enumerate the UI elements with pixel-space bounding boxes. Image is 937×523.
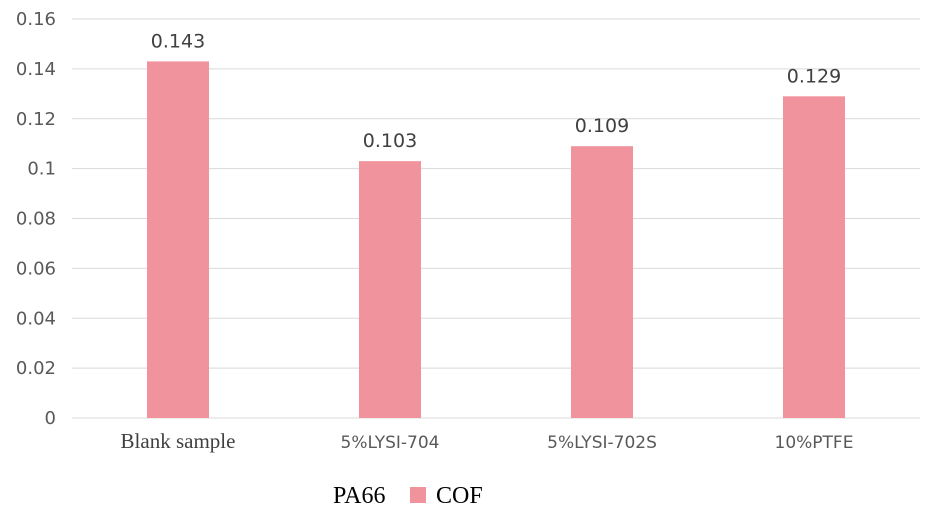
data-labels: 0.143 0.103 0.109 0.129 xyxy=(151,30,841,152)
legend-label-cof: COF xyxy=(436,483,483,509)
bars xyxy=(147,61,845,419)
x-axis-categories: Blank sample 5%LYSI-704 5%LYSI-702S 10%PTFE xyxy=(121,429,854,453)
y-tick-label: 0.12 xyxy=(16,109,56,130)
y-tick-label: 0.16 xyxy=(16,9,56,30)
legend: PA66 COF xyxy=(333,483,483,509)
y-tick-label: 0.14 xyxy=(16,59,56,80)
y-tick-label: 0.1 xyxy=(27,159,56,180)
x-category-label: 5%LYSI-704 xyxy=(341,433,440,453)
data-label: 0.129 xyxy=(787,65,841,87)
x-category-label: 5%LYSI-702S xyxy=(547,433,657,453)
y-tick-label: 0.06 xyxy=(16,258,56,279)
data-label: 0.143 xyxy=(151,30,205,52)
bar xyxy=(359,161,421,419)
x-category-label: 10%PTFE xyxy=(775,433,854,453)
y-axis-ticks: 0 0.02 0.04 0.06 0.08 0.1 0.12 0.14 0.16 xyxy=(16,9,56,429)
y-tick-label: 0.04 xyxy=(16,308,56,329)
legend-swatch-cof xyxy=(410,487,426,503)
data-label: 0.103 xyxy=(363,130,417,152)
bar xyxy=(571,146,633,418)
bar xyxy=(783,96,845,419)
y-tick-label: 0 xyxy=(45,408,56,429)
legend-title: PA66 xyxy=(333,483,385,509)
y-tick-label: 0.02 xyxy=(16,358,56,379)
y-tick-label: 0.08 xyxy=(16,209,56,230)
x-category-label: Blank sample xyxy=(121,429,236,453)
bar xyxy=(147,61,209,419)
data-label: 0.109 xyxy=(575,115,629,137)
gridlines xyxy=(72,18,920,419)
